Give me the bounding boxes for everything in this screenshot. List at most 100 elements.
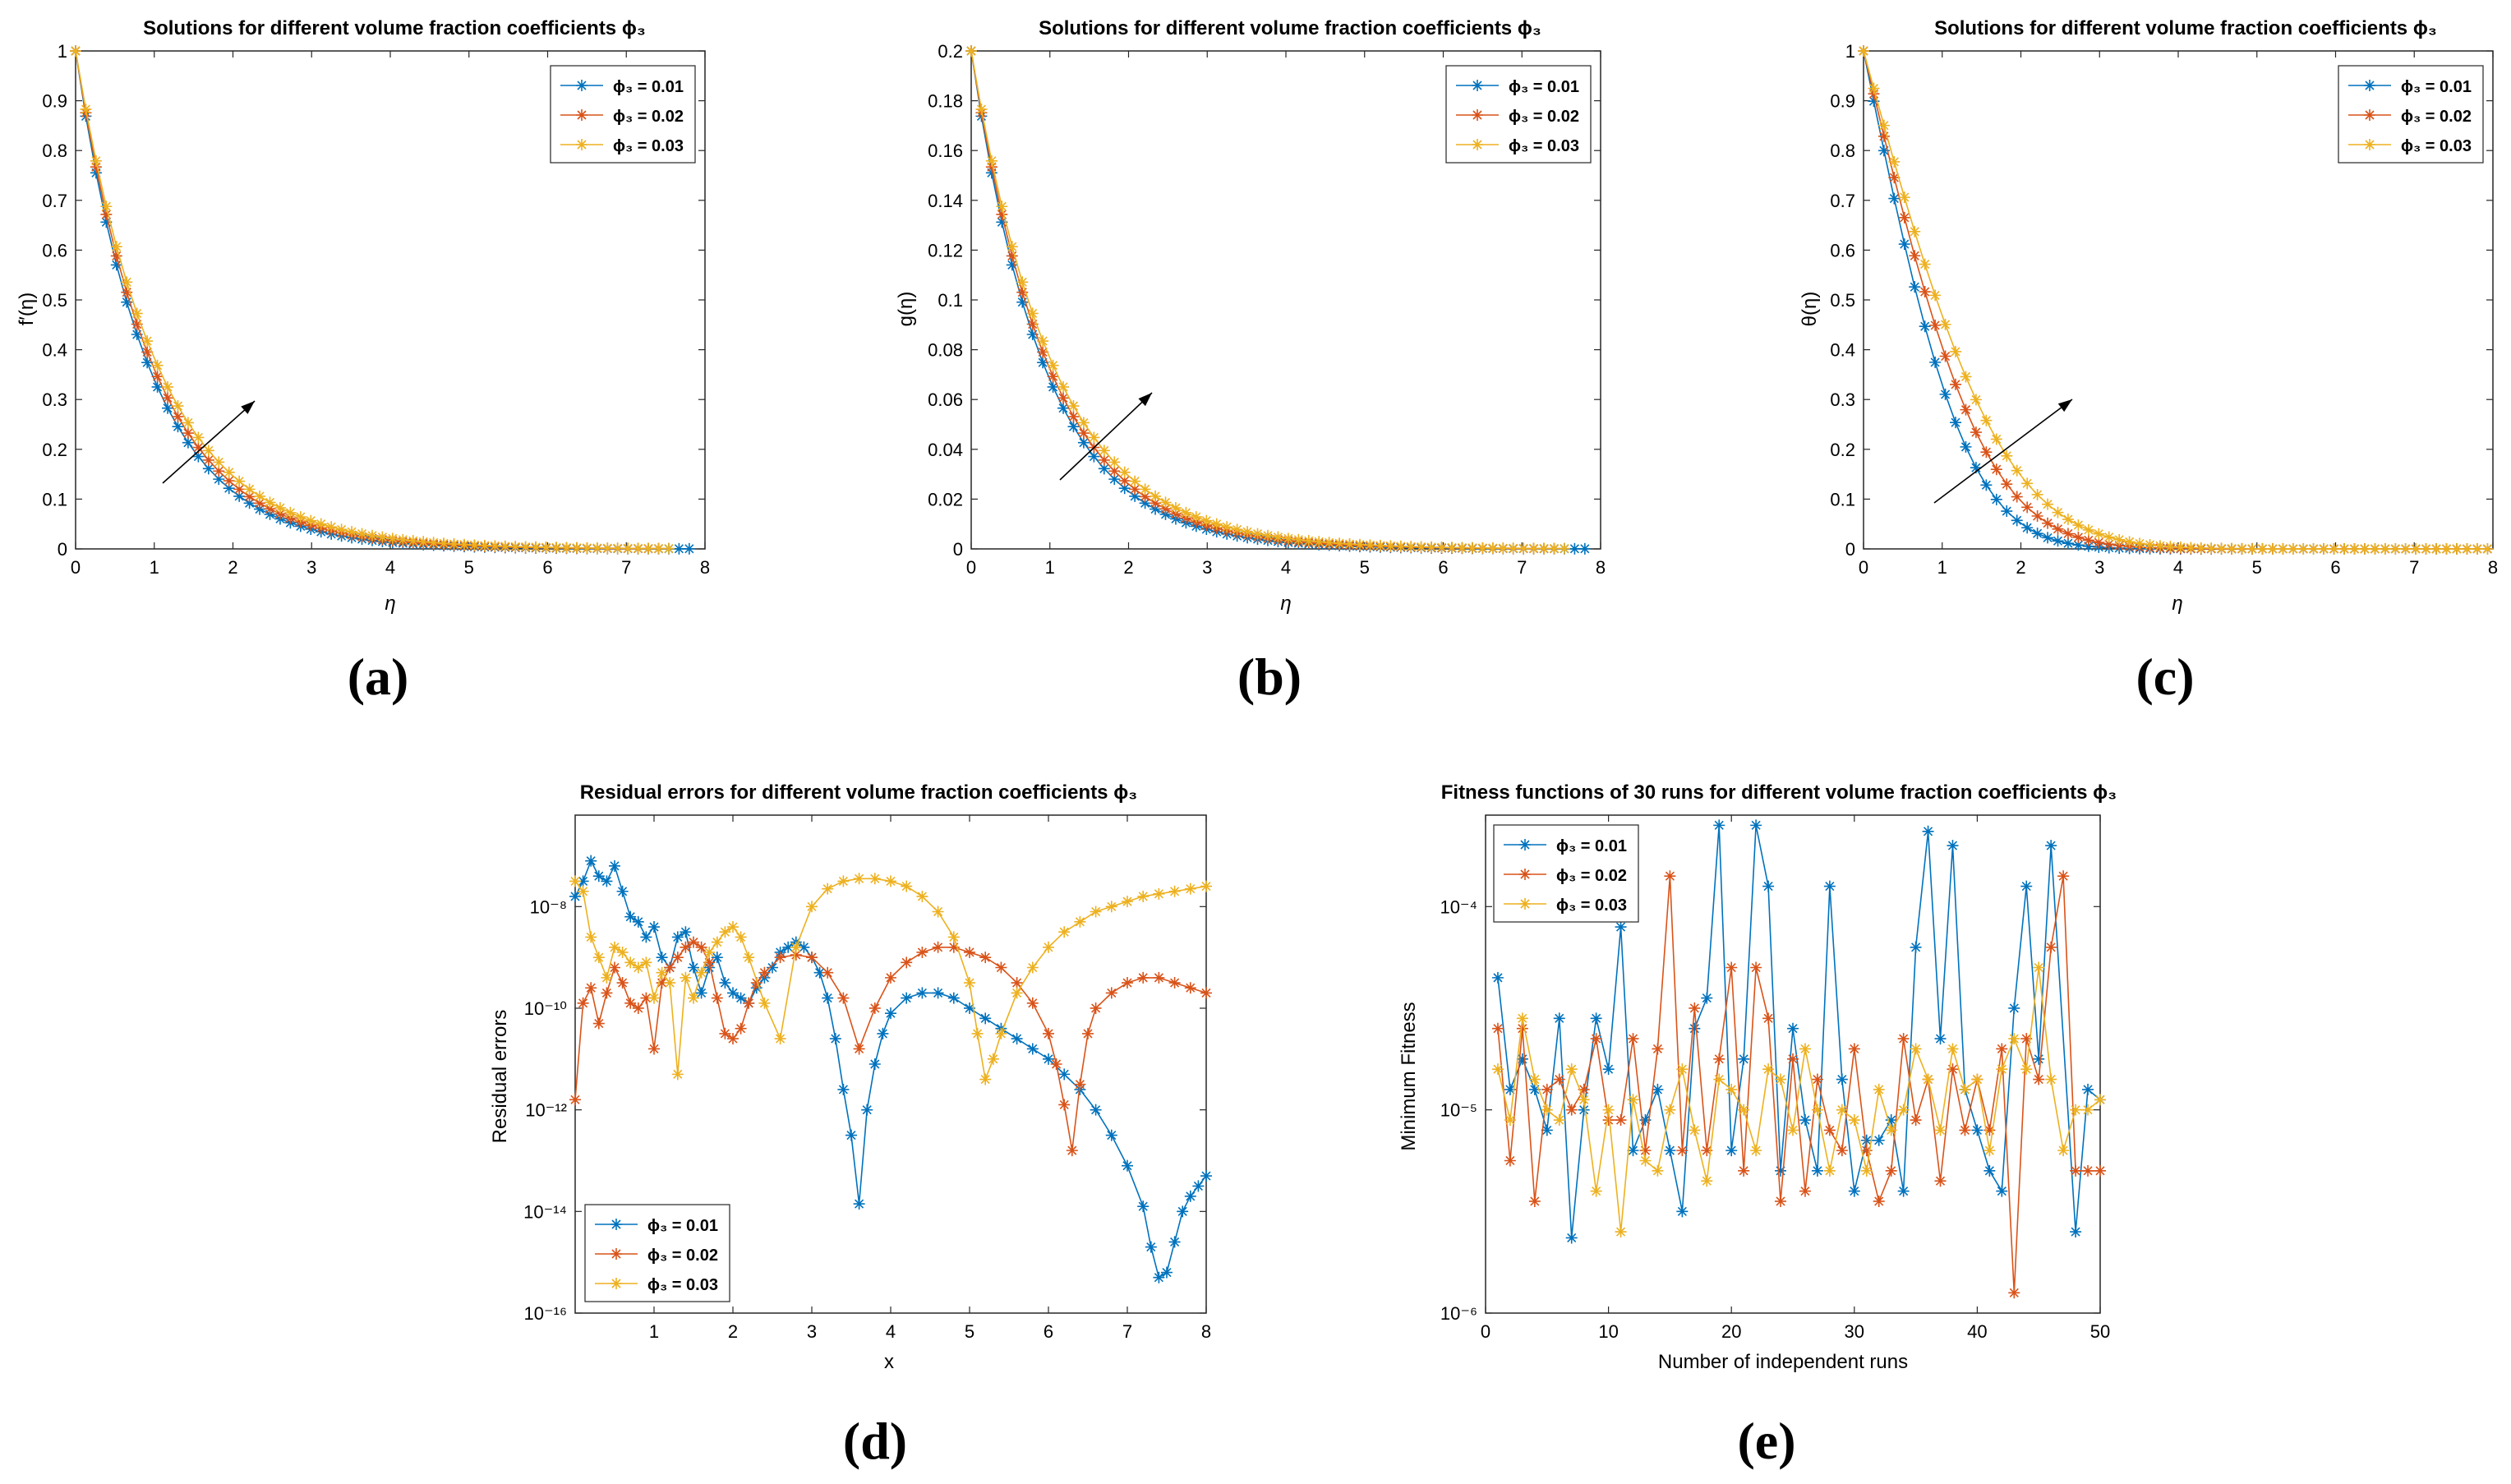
data-point-d-1-21 bbox=[735, 1022, 747, 1035]
data-point-d-0-63 bbox=[1192, 1180, 1205, 1192]
data-point-e-0-6 bbox=[1565, 1232, 1578, 1244]
data-point-d-1-32 bbox=[885, 971, 896, 984]
data-point-e-1-14 bbox=[1664, 870, 1676, 883]
data-point-c-2-14 bbox=[2001, 449, 2013, 462]
data-point-e-2-25 bbox=[1799, 1043, 1811, 1055]
data-point-b-2-1 bbox=[975, 104, 988, 116]
data-point-c-0-10 bbox=[1960, 440, 1972, 453]
data-point-a-2-46 bbox=[540, 542, 552, 554]
data-point-e-0-0 bbox=[1491, 971, 1504, 984]
data-point-e-2-33 bbox=[1897, 1104, 1910, 1116]
data-point-e-2-13 bbox=[1652, 1164, 1664, 1177]
data-point-b-0-4 bbox=[1006, 259, 1018, 271]
data-point-e-0-1 bbox=[1504, 1083, 1516, 1095]
data-point-c-2-43 bbox=[2297, 542, 2310, 555]
x-tick-label-b-3: 3 bbox=[1202, 557, 1212, 578]
panel-b: Solutions for different volume fraction … bbox=[895, 17, 1606, 706]
data-point-a-0-6 bbox=[131, 329, 143, 341]
data-point-d-0-40 bbox=[885, 1007, 896, 1020]
data-point-b-2-48 bbox=[1456, 542, 1468, 554]
data-point-e-0-45 bbox=[2045, 840, 2057, 852]
data-point-b-2-51 bbox=[1486, 542, 1499, 554]
data-point-a-0-5 bbox=[121, 296, 133, 308]
data-point-e-1-38 bbox=[1959, 1124, 1971, 1136]
data-point-b-2-28 bbox=[1251, 528, 1264, 540]
x-tick-label-e-2: 20 bbox=[1721, 1321, 1741, 1342]
data-point-a-2-41 bbox=[489, 540, 501, 552]
data-point-d-2-48 bbox=[1122, 896, 1133, 908]
panel-e-label: (e) bbox=[1737, 1412, 1795, 1470]
data-point-c-2-9 bbox=[1950, 345, 1962, 357]
data-point-a-2-48 bbox=[560, 542, 573, 554]
x-tick-label-e-0: 0 bbox=[1481, 1321, 1490, 1342]
legend-box-e bbox=[1493, 824, 1639, 923]
data-point-a-2-44 bbox=[519, 541, 532, 553]
data-point-d-1-51 bbox=[1137, 971, 1150, 984]
data-point-e-0-8 bbox=[1590, 1012, 1602, 1025]
data-point-c-1-15 bbox=[2011, 491, 2023, 503]
data-point-e-1-32 bbox=[1885, 1164, 1897, 1177]
data-point-c-2-21 bbox=[2072, 519, 2085, 532]
data-point-c-2-50 bbox=[2369, 542, 2381, 555]
data-point-e-2-16 bbox=[1689, 1124, 1701, 1136]
panel-c: Solutions for different volume fraction … bbox=[1799, 17, 2498, 706]
data-point-e-2-45 bbox=[2045, 1073, 2057, 1085]
data-point-e-0-33 bbox=[1897, 1185, 1910, 1197]
data-point-d-0-46 bbox=[979, 1012, 992, 1025]
data-point-e-1-44 bbox=[2033, 1073, 2045, 1085]
data-point-d-0-35 bbox=[845, 1129, 857, 1141]
data-point-e-1-5 bbox=[1553, 1073, 1565, 1085]
data-point-b-2-56 bbox=[1538, 542, 1550, 555]
data-point-d-0-38 bbox=[868, 1058, 881, 1070]
data-point-b-1-2 bbox=[985, 161, 997, 173]
data-point-a-0-3 bbox=[100, 216, 113, 228]
data-point-c-2-37 bbox=[2236, 542, 2248, 555]
data-point-e-2-1 bbox=[1504, 1114, 1516, 1127]
data-point-b-1-17 bbox=[1139, 491, 1151, 503]
data-point-b-0-60 bbox=[1578, 542, 1591, 555]
data-point-a-2-33 bbox=[407, 535, 419, 547]
data-point-d-2-26 bbox=[806, 901, 818, 913]
data-point-e-2-9 bbox=[1602, 1104, 1615, 1116]
data-point-d-2-32 bbox=[901, 880, 913, 892]
data-point-d-0-37 bbox=[861, 1104, 873, 1116]
data-point-a-2-32 bbox=[397, 533, 409, 546]
data-point-d-0-39 bbox=[877, 1027, 889, 1039]
panel-e: Fitness functions of 30 runs for differe… bbox=[1398, 781, 2117, 1470]
data-point-d-1-30 bbox=[853, 1043, 865, 1055]
data-point-c-2-31 bbox=[2174, 541, 2186, 553]
data-point-d-1-20 bbox=[727, 1033, 739, 1045]
data-point-d-2-47 bbox=[1105, 901, 1117, 913]
y-tick-label-b-2: 0.04 bbox=[928, 440, 963, 460]
data-point-e-0-32 bbox=[1885, 1114, 1897, 1127]
panel-c-title: Solutions for different volume fraction … bbox=[1934, 17, 2437, 39]
data-point-e-2-44 bbox=[2033, 961, 2045, 974]
data-point-c-2-15 bbox=[2011, 464, 2023, 477]
data-point-a-2-14 bbox=[213, 456, 225, 468]
data-point-c-2-55 bbox=[2420, 543, 2432, 555]
y-tick-label-a-4: 0.4 bbox=[42, 340, 67, 361]
data-point-d-1-38 bbox=[979, 952, 992, 964]
legend-label-b-0: ϕ₃ = 0.01 bbox=[1509, 78, 1579, 96]
data-point-a-2-3 bbox=[100, 200, 113, 213]
data-point-b-2-10 bbox=[1067, 400, 1080, 412]
data-point-e-0-31 bbox=[1873, 1134, 1885, 1146]
plot-b: 0 1 2 3 4 5 6 7 8 0 0.02 0.04 0.06 0.08 0.1 0.12 0.14 0.1… bbox=[928, 41, 1606, 578]
data-point-a-1-14 bbox=[213, 465, 225, 477]
data-point-a-0-4 bbox=[110, 259, 122, 271]
data-point-c-1-14 bbox=[2001, 478, 2013, 491]
data-point-c-0-17 bbox=[2031, 528, 2043, 540]
data-point-e-1-3 bbox=[1528, 1195, 1541, 1207]
x-tick-label-d-2: 3 bbox=[807, 1321, 817, 1342]
data-point-a-2-40 bbox=[478, 539, 491, 551]
data-point-c-2-25 bbox=[2113, 533, 2126, 546]
data-point-d-0-20 bbox=[727, 987, 739, 999]
data-point-d-2-2 bbox=[585, 931, 597, 943]
data-point-d-1-14 bbox=[680, 941, 692, 953]
data-point-d-2-14 bbox=[680, 971, 692, 984]
data-point-c-0-20 bbox=[2062, 537, 2074, 550]
data-point-b-0-3 bbox=[996, 216, 1008, 228]
data-point-e-0-35 bbox=[1922, 825, 1934, 837]
data-point-c-2-52 bbox=[2389, 542, 2402, 555]
